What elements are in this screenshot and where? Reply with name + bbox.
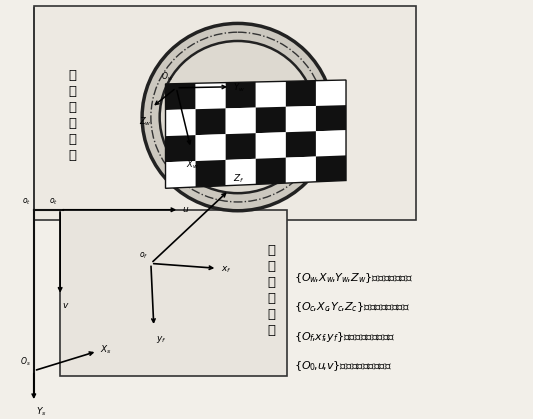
Polygon shape xyxy=(196,160,225,187)
Text: $v$: $v$ xyxy=(62,300,69,310)
Text: $O_s$: $O_s$ xyxy=(20,355,31,368)
Ellipse shape xyxy=(160,41,316,193)
Polygon shape xyxy=(225,108,256,134)
Polygon shape xyxy=(196,83,225,109)
Polygon shape xyxy=(166,135,196,162)
Polygon shape xyxy=(316,105,346,131)
Polygon shape xyxy=(166,80,346,188)
Polygon shape xyxy=(256,81,286,108)
Text: $u$: $u$ xyxy=(182,205,189,214)
Polygon shape xyxy=(196,109,225,135)
Polygon shape xyxy=(225,133,256,160)
Text: $\{O_f\!,\!x_f\!,\!y_f\}$为理论图像坐标系；: $\{O_f\!,\!x_f\!,\!y_f\}$为理论图像坐标系； xyxy=(294,330,396,344)
Text: $\{O_c\!,\!X_c\!,\! Y_c\!,\!Z_c\}$为摄像机坐标系；: $\{O_c\!,\!X_c\!,\! Y_c\!,\!Z_c\}$为摄像机坐标… xyxy=(294,300,410,314)
Text: $X_s$: $X_s$ xyxy=(100,343,112,356)
Polygon shape xyxy=(256,107,286,133)
Text: $O_w$: $O_w$ xyxy=(161,70,173,83)
Polygon shape xyxy=(166,109,196,136)
Text: 理
论
图
像
平
面: 理 论 图 像 平 面 xyxy=(268,244,276,337)
Polygon shape xyxy=(286,80,316,107)
Polygon shape xyxy=(225,159,256,186)
Text: $Z_w$: $Z_w$ xyxy=(139,115,151,128)
Polygon shape xyxy=(316,155,346,182)
Text: 齿
轮
端
面
平
面: 齿 轮 端 面 平 面 xyxy=(69,69,77,162)
Polygon shape xyxy=(60,210,287,376)
Text: $\{O_w\!,\!X_w\!,\! Y_w\!,\!Z_w\}$为世界坐标系；: $\{O_w\!,\!X_w\!,\! Y_w\!,\!Z_w\}$为世界坐标系… xyxy=(294,271,414,285)
Ellipse shape xyxy=(142,23,333,211)
Text: $Y_w$: $Y_w$ xyxy=(233,82,245,94)
Text: $\{O_0\!,\!u\!,\!v\}$为图像像素坐标系。: $\{O_0\!,\!u\!,\!v\}$为图像像素坐标系。 xyxy=(294,359,393,373)
Polygon shape xyxy=(256,158,286,184)
Polygon shape xyxy=(225,82,256,109)
Text: $y_f$: $y_f$ xyxy=(156,334,166,345)
Polygon shape xyxy=(316,130,346,157)
Text: $X_w$: $X_w$ xyxy=(187,158,199,171)
Polygon shape xyxy=(316,80,346,106)
Polygon shape xyxy=(286,131,316,158)
Polygon shape xyxy=(256,132,286,159)
Text: $Y_s$: $Y_s$ xyxy=(36,406,46,419)
Text: $o_t$: $o_t$ xyxy=(49,197,58,207)
Polygon shape xyxy=(286,106,316,132)
Polygon shape xyxy=(166,83,196,110)
Polygon shape xyxy=(166,161,196,188)
Text: $o_f$: $o_f$ xyxy=(139,250,148,261)
Polygon shape xyxy=(34,6,416,220)
Polygon shape xyxy=(196,134,225,161)
Text: $x_f$: $x_f$ xyxy=(221,264,232,274)
Text: $Z_f$: $Z_f$ xyxy=(233,173,244,185)
Polygon shape xyxy=(286,157,316,183)
Text: $o_t$: $o_t$ xyxy=(22,197,31,207)
